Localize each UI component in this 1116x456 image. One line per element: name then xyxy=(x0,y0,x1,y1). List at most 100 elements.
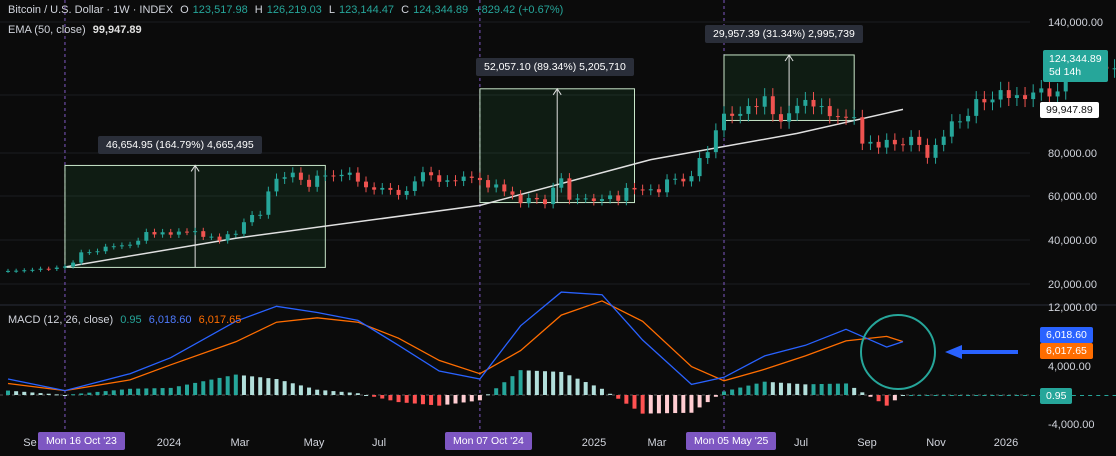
macd-histogram-bar xyxy=(844,383,849,395)
measure-label-3: 29,957.39 (31.34%) 2,995,739 xyxy=(705,25,863,43)
macd-histogram-bar xyxy=(665,395,670,414)
macd-histogram-bar xyxy=(477,395,482,401)
macd-histogram-bar xyxy=(860,392,865,395)
macd-histogram-bar xyxy=(388,395,393,401)
time-axis-tick: 2025 xyxy=(582,437,606,449)
candle-body xyxy=(396,189,401,195)
candle-body xyxy=(266,191,271,215)
candle-body xyxy=(233,233,238,235)
macd-histogram-bar xyxy=(176,386,181,395)
candle-body xyxy=(591,198,596,202)
macd-histogram-bar xyxy=(38,393,43,395)
ohlc-close: 124,344.89 xyxy=(413,4,469,16)
candle-body xyxy=(811,99,816,107)
macd-histogram-bar xyxy=(901,394,905,396)
macd-histogram-bar xyxy=(998,394,1003,396)
macd-histogram-bar xyxy=(982,394,987,396)
candle-body xyxy=(79,252,84,263)
macd-histogram-bar xyxy=(469,395,474,402)
candle-body xyxy=(770,96,775,115)
candle-body xyxy=(6,270,10,272)
macd-line xyxy=(7,291,904,392)
time-axis-tick: Jul xyxy=(794,437,808,449)
macd-legend-hist: 0.95 xyxy=(120,314,142,326)
macd-histogram-bar xyxy=(966,394,971,396)
measure-label-2: 52,057.10 (89.34%) 5,205,710 xyxy=(476,58,634,76)
macd-histogram-bar xyxy=(1096,394,1101,396)
macd-histogram xyxy=(6,370,1116,414)
candle-body xyxy=(404,190,409,195)
time-axis-tick: Mar xyxy=(648,437,667,449)
macd-histogram-bar xyxy=(193,382,198,395)
macd-legend-macd: 6,018.60 xyxy=(148,314,192,326)
candle-body xyxy=(128,244,133,246)
macd-histogram-bar xyxy=(241,375,246,395)
candle-body xyxy=(746,106,751,114)
candle-body xyxy=(1006,90,1011,98)
macd-histogram-bar xyxy=(697,395,702,408)
macd-histogram-bar xyxy=(681,395,686,413)
ema-legend-label: EMA (50, close) xyxy=(8,24,86,36)
candle-body xyxy=(957,121,962,123)
ema-line xyxy=(64,108,904,268)
macd-axis-tick: 4,000.00 xyxy=(1048,361,1091,373)
candle-body xyxy=(225,234,230,241)
ohlc-open-label: O xyxy=(180,4,189,16)
candle-body xyxy=(787,113,792,122)
candle-body xyxy=(567,178,572,200)
candle-body xyxy=(46,268,51,270)
candle-body xyxy=(884,139,889,148)
macd-histogram-bar xyxy=(1080,394,1084,396)
macd-histogram-bar xyxy=(787,383,792,395)
candle-body xyxy=(754,106,759,108)
candle-body xyxy=(437,175,442,182)
macd-histogram-bar xyxy=(754,383,759,395)
candle-body xyxy=(827,106,832,117)
candle-body xyxy=(966,115,971,122)
macd-histogram-bar xyxy=(404,395,409,403)
macd-histogram-bar xyxy=(673,395,678,414)
ohlc-open: 123,517.98 xyxy=(192,4,248,16)
candle-body xyxy=(795,105,800,114)
candle-body xyxy=(290,172,295,178)
macd-histogram-bar xyxy=(827,383,832,395)
candle-body xyxy=(1023,95,1028,100)
ohlc-low: 123,144.47 xyxy=(339,4,395,16)
candle-body xyxy=(510,191,515,195)
macd-histogram-bar xyxy=(168,387,173,395)
candle-body xyxy=(543,199,547,205)
measure-label-1: 46,654.95 (164.79%) 4,665,495 xyxy=(98,136,262,154)
date-marker-1: Mon 16 Oct '23 xyxy=(38,432,125,450)
candle-body xyxy=(445,180,450,182)
candle-body xyxy=(209,236,214,238)
macd-histogram-bar xyxy=(30,392,35,395)
pointer-arrow xyxy=(945,345,1018,359)
candle-body xyxy=(599,199,604,202)
candle-body xyxy=(453,180,458,182)
macd-histogram-bar xyxy=(266,378,271,395)
candle-body xyxy=(347,172,352,175)
macd-histogram-bar xyxy=(933,394,938,396)
macd-histogram-bar xyxy=(380,395,385,399)
ema-price-tag: 99,947.89 xyxy=(1040,102,1099,118)
macd-histogram-bar xyxy=(583,382,588,395)
macd-histogram-bar xyxy=(884,395,889,406)
candle-body xyxy=(168,232,173,235)
candle-body xyxy=(38,268,43,270)
candle-body xyxy=(892,139,897,145)
price-axis-tick: 80,000.00 xyxy=(1048,148,1097,160)
last-price-tag: 124,344.89 5d 14h xyxy=(1043,50,1108,82)
macd-axis-tick: 12,000.00 xyxy=(1048,302,1097,314)
candle-body xyxy=(559,178,564,188)
ohlc-high-label: H xyxy=(254,4,263,16)
candle-body xyxy=(62,266,67,268)
candle-body xyxy=(160,232,165,235)
macd-lines xyxy=(7,291,904,392)
candle-body xyxy=(152,232,157,235)
macd-histogram-bar xyxy=(225,376,230,395)
macd-histogram-bar xyxy=(298,385,303,395)
macd-histogram-bar xyxy=(290,383,295,395)
macd-histogram-bar xyxy=(974,394,979,396)
macd-histogram-bar xyxy=(656,395,661,414)
last-price-value: 124,344.89 xyxy=(1049,53,1102,65)
